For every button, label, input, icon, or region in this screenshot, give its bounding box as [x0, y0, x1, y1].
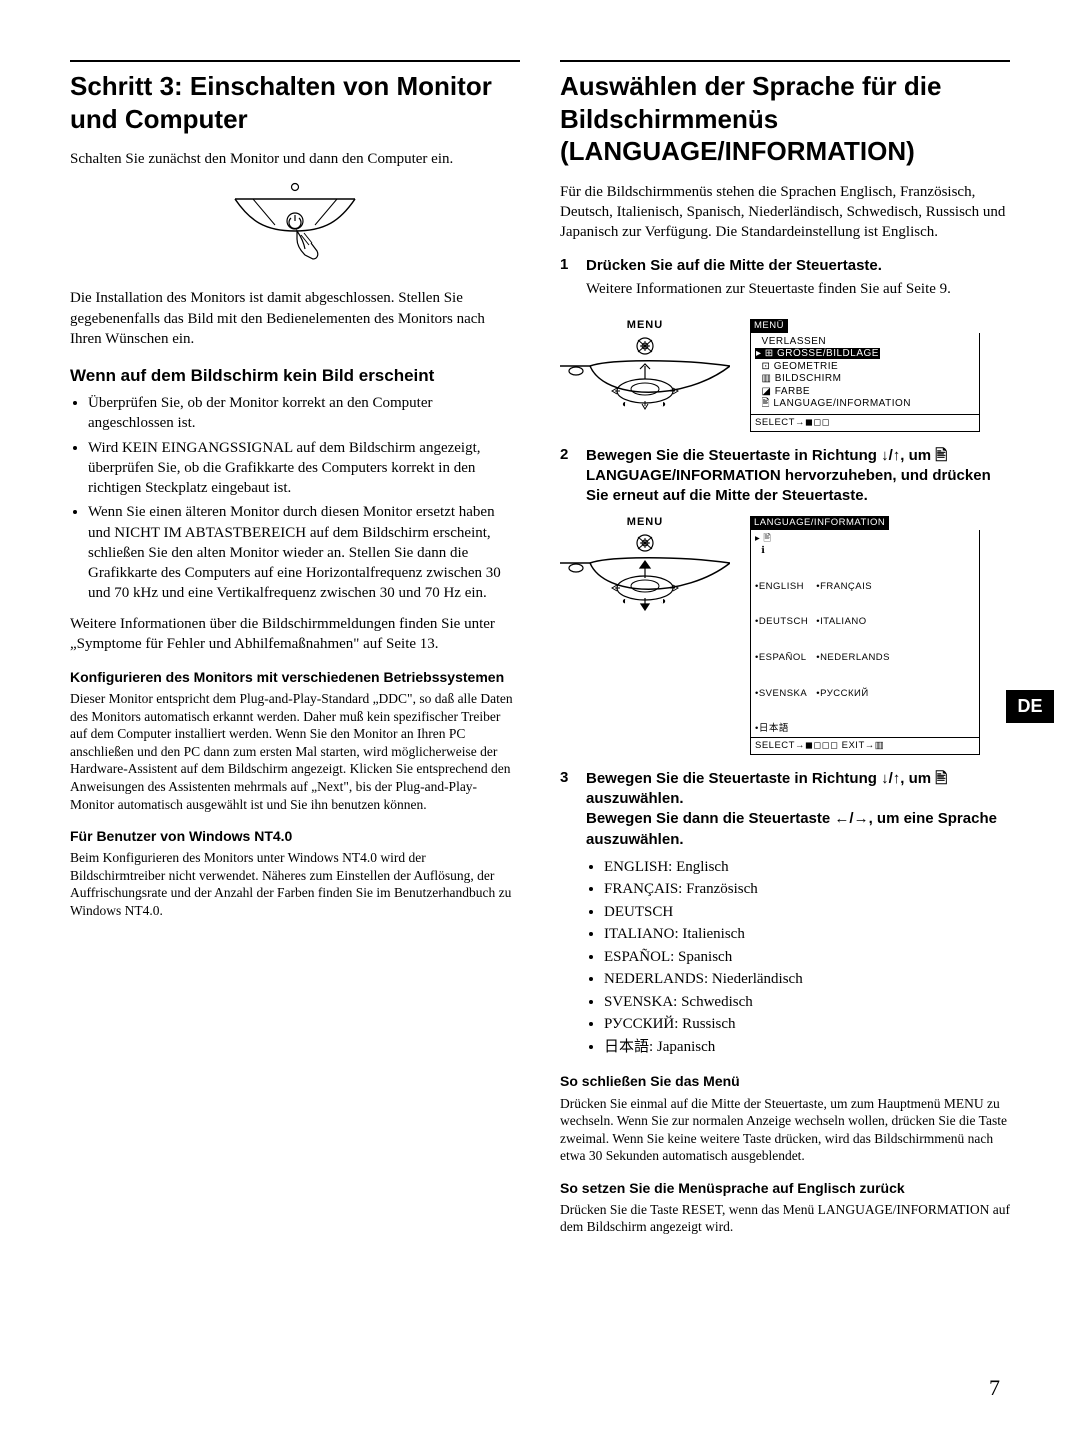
osd1-item: ▸ ⊞ GRÖSSE/BILDLAGE	[755, 348, 975, 361]
left-p2: Die Installation des Monitors ist damit …	[70, 288, 520, 349]
bullet-item: Wird KEIN EINGANGSSIGNAL auf dem Bildsch…	[88, 438, 520, 499]
lang-item: DEUTSCH	[604, 901, 1010, 924]
step-1: 1 Drücken Sie auf die Mitte der Steuerta…	[560, 256, 1010, 309]
osd2-item-jp: •日本語	[755, 723, 975, 735]
osd1-item: VERLASSEN	[755, 336, 975, 349]
osd1-title: MENÜ	[750, 319, 788, 333]
osd2-footer: SELECT→◼◻◻◻ EXIT→▥	[750, 738, 980, 755]
osd1-body: VERLASSEN ▸ ⊞ GRÖSSE/BILDLAGE ⊡ GEOMETRI…	[750, 333, 980, 415]
right-heading: Auswählen der Sprache für die Bildschirm…	[560, 70, 1010, 168]
step1-title: Drücken Sie auf die Mitte der Steuertast…	[586, 256, 1010, 276]
svg-text:◑: ◑	[660, 596, 666, 607]
step3-title-a: Bewegen Sie die Steuertaste in Richtung …	[586, 769, 1010, 810]
osd2-item: •ENGLISH	[755, 581, 808, 593]
right-p2: Drücken Sie einmal auf die Mitte der Ste…	[560, 1095, 1010, 1165]
left-p4: Dieser Monitor entspricht dem Plug-and-P…	[70, 690, 520, 813]
right-column: Auswählen der Sprache für die Bildschirm…	[560, 60, 1010, 1244]
right-p3: Drücken Sie die Taste RESET, wenn das Me…	[560, 1201, 1010, 1236]
bullet-item: Überprüfen Sie, ob der Monitor korrekt a…	[88, 393, 520, 434]
svg-text:◐: ◐	[622, 399, 628, 410]
left-heading: Schritt 3: Einschalten von Monitor und C…	[70, 70, 520, 135]
step-number: 2	[560, 446, 574, 507]
menu-label: MENU	[560, 516, 730, 528]
menu-label: MENU	[560, 319, 730, 331]
osd2-item: •ESPAÑOL	[755, 652, 808, 664]
right-p1: Für die Bildschirmmenüs stehen die Sprac…	[560, 182, 1010, 243]
osd1-item: ▥ BILDSCHIRM	[755, 373, 975, 386]
left-p5: Beim Konfigurieren des Monitors unter Wi…	[70, 849, 520, 919]
step-3: 3 Bewegen Sie die Steuertaste in Richtun…	[560, 769, 1010, 850]
monitor-power-figure	[195, 179, 395, 274]
svg-text:◐: ◐	[622, 596, 628, 607]
step2-title: Bewegen Sie die Steuertaste in Richtung …	[586, 446, 1010, 507]
step2-figure: MENU	[560, 516, 1010, 755]
right-h3-reset: So setzen Sie die Menüsprache auf Englis…	[560, 1179, 1010, 1197]
osd-menu-1: MENÜ VERLASSEN ▸ ⊞ GRÖSSE/BILDLAGE ⊡ GEO…	[750, 319, 980, 432]
osd2-item: •ITALIANO	[816, 616, 890, 628]
step-2: 2 Bewegen Sie die Steuertaste in Richtun…	[560, 446, 1010, 507]
svg-text:◑: ◑	[660, 399, 666, 410]
left-p3: Weitere Informationen über die Bildschir…	[70, 614, 520, 655]
lang-item: NEDERLANDS: Niederländisch	[604, 968, 1010, 991]
page-number: 7	[989, 1375, 1000, 1401]
lang-item: 日本語: Japanisch	[604, 1036, 1010, 1059]
step-number: 3	[560, 769, 574, 850]
troubleshoot-list: Überprüfen Sie, ob der Monitor korrekt a…	[70, 393, 520, 604]
osd1-item: ◪ FARBE	[755, 386, 975, 399]
osd2-item: •SVENSKA	[755, 688, 808, 700]
osd2-title: LANGUAGE/INFORMATION	[750, 516, 889, 530]
osd2-item: •NEDERLANDS	[816, 652, 890, 664]
osd-menu-2: LANGUAGE/INFORMATION ▸ 🖹 ℹ •ENGLISH •DEU…	[750, 516, 980, 755]
osd1-item: ⊡ GEOMETRIE	[755, 361, 975, 374]
lang-item: ITALIANO: Italienisch	[604, 923, 1010, 946]
osd2-body: ▸ 🖹 ℹ •ENGLISH •DEUTSCH •ESPAÑOL •SVENSK…	[750, 530, 980, 738]
language-tab-de: DE	[1006, 690, 1054, 723]
step1-body: Weitere Informationen zur Steuertaste fi…	[586, 279, 1010, 299]
step-number: 1	[560, 256, 574, 309]
left-h3-config: Konfigurieren des Monitors mit verschied…	[70, 668, 520, 686]
bullet-item: Wenn Sie einen älteren Monitor durch die…	[88, 502, 520, 603]
left-h3-nt4: Für Benutzer von Windows NT4.0	[70, 827, 520, 845]
osd2-item: •DEUTSCH	[755, 616, 808, 628]
rule	[70, 60, 520, 62]
osd1-item: 🖹 LANGUAGE/INFORMATION	[755, 398, 975, 411]
lang-item: FRANÇAIS: Französisch	[604, 878, 1010, 901]
control-knob-figure: MENU	[560, 319, 730, 426]
osd2-item: •РУССКИЙ	[816, 688, 890, 700]
step1-figure: MENU	[560, 319, 1010, 432]
lang-item: SVENSKA: Schwedisch	[604, 991, 1010, 1014]
language-list: ENGLISH: Englisch FRANÇAIS: Französisch …	[586, 856, 1010, 1059]
control-knob-figure: MENU	[560, 516, 730, 623]
osd1-footer: SELECT→◼◻◻	[750, 415, 980, 432]
osd2-item: •FRANÇAIS	[816, 581, 890, 593]
lang-item: РУССКИЙ: Russisch	[604, 1013, 1010, 1036]
lang-item: ENGLISH: Englisch	[604, 856, 1010, 879]
rule	[560, 60, 1010, 62]
step3-title-b: Bewegen Sie dann die Steuertaste ←/→, um…	[586, 809, 1010, 850]
left-column: Schritt 3: Einschalten von Monitor und C…	[70, 60, 520, 1244]
left-h2-nobild: Wenn auf dem Bildschirm kein Bild ersche…	[70, 365, 520, 387]
lang-item: ESPAÑOL: Spanisch	[604, 946, 1010, 969]
right-h3-close: So schließen Sie das Menü	[560, 1072, 1010, 1090]
left-p1: Schalten Sie zunächst den Monitor und da…	[70, 149, 520, 169]
